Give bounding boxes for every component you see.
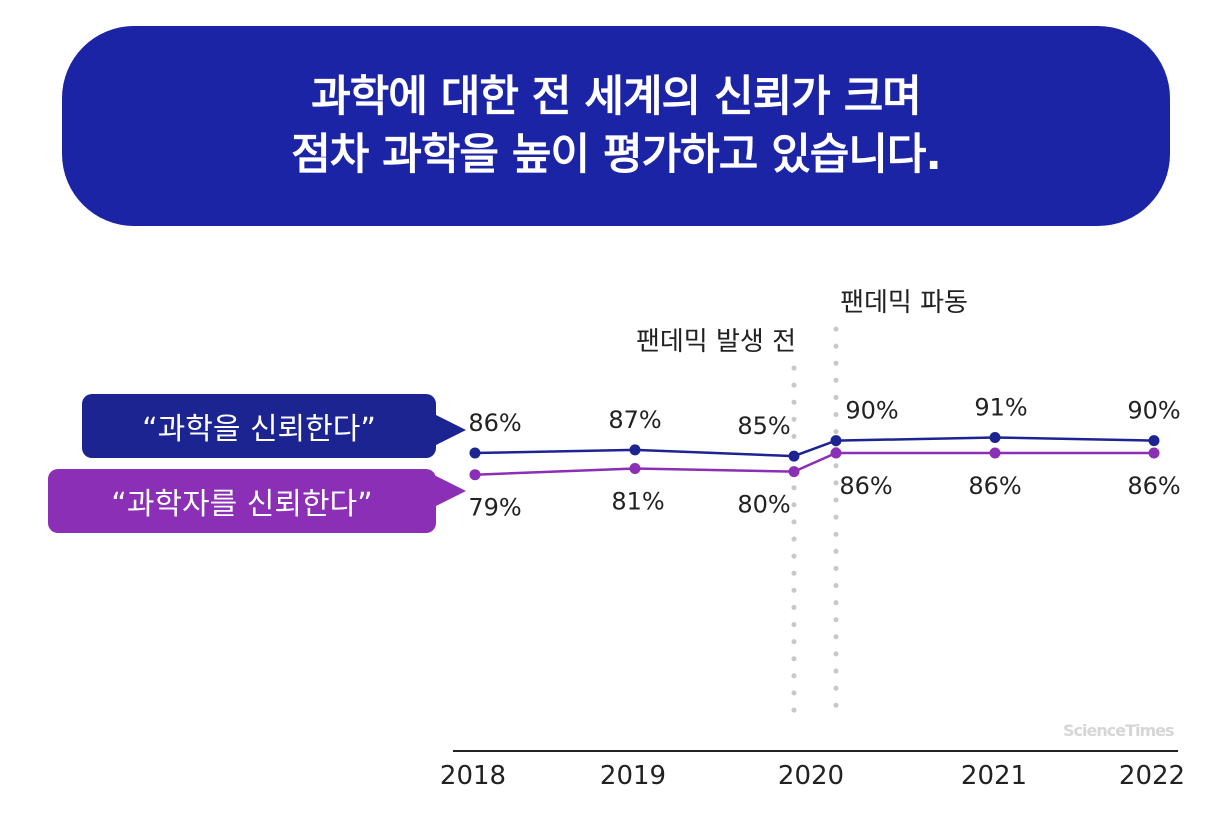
- trust-science-point: [629, 444, 641, 456]
- legend-pointer: [434, 414, 466, 446]
- watermark-logo: ScienceTimes: [1063, 721, 1175, 740]
- trust-scientists-point: [830, 447, 842, 459]
- trust-scientists-point: [1148, 447, 1160, 459]
- trust-science-point: [989, 432, 1001, 443]
- trust-scientists-line: [474, 451, 1154, 476]
- trust-scientists-point: [469, 469, 481, 481]
- x-tick-label: 2020: [778, 761, 844, 791]
- title-line-2: 점차 과학을 높이 평가하고 있습니다.: [291, 130, 942, 180]
- trust-scientists-point: [629, 463, 641, 474]
- trust-science-data-label: 85%: [737, 412, 790, 440]
- title-line-1: 과학에 대한 전 세계의 신뢰가 크며: [311, 72, 922, 122]
- legend-trust-scientists: “과학자를 신뢰한다”: [48, 469, 466, 533]
- trust-science-data-label: 86%: [468, 409, 521, 437]
- trust-scientists-data-label: 86%: [968, 472, 1021, 500]
- legend-trust-science: “과학을 신뢰한다”: [82, 394, 466, 458]
- trust-scientists-data-label: 79%: [468, 494, 521, 522]
- trust-science-line: [474, 436, 1155, 458]
- trust-science-data-label: 87%: [608, 406, 661, 434]
- trust-scientists-data-label: 86%: [1127, 472, 1180, 500]
- legend-pointer: [434, 475, 466, 507]
- trust-science-point: [1148, 435, 1160, 447]
- x-tick-label: 2019: [600, 761, 666, 791]
- trust-science-point: [830, 435, 842, 447]
- annotation-pandemic-wave: 팬데믹 파동: [840, 288, 968, 318]
- trust-scientists-data-label: 86%: [839, 472, 892, 500]
- legend-trust-science-label: “과학을 신뢰한다”: [142, 412, 376, 447]
- trust-science-data-label: 90%: [845, 397, 898, 425]
- title-banner: 과학에 대한 전 세계의 신뢰가 크며 점차 과학을 높이 평가하고 있습니다.: [62, 26, 1170, 226]
- trust-science-data-label: 90%: [1127, 397, 1180, 425]
- legend-trust-scientists-label: “과학자를 신뢰한다”: [111, 487, 373, 522]
- x-tick-label: 2021: [961, 761, 1027, 791]
- trust-science-point: [469, 447, 481, 459]
- trust-scientists-point: [788, 466, 800, 478]
- trust-scientists-data-label: 80%: [737, 491, 790, 519]
- trust-scientists-point: [989, 447, 1001, 459]
- trust-science-data-label: 91%: [974, 394, 1027, 422]
- trust-scientists-data-label: 81%: [611, 488, 664, 516]
- annotation-pre-pandemic: 팬데믹 발생 전: [636, 327, 796, 357]
- x-tick-label: 2018: [440, 761, 506, 791]
- trust-science-point: [788, 450, 800, 462]
- x-tick-label: 2022: [1119, 761, 1185, 791]
